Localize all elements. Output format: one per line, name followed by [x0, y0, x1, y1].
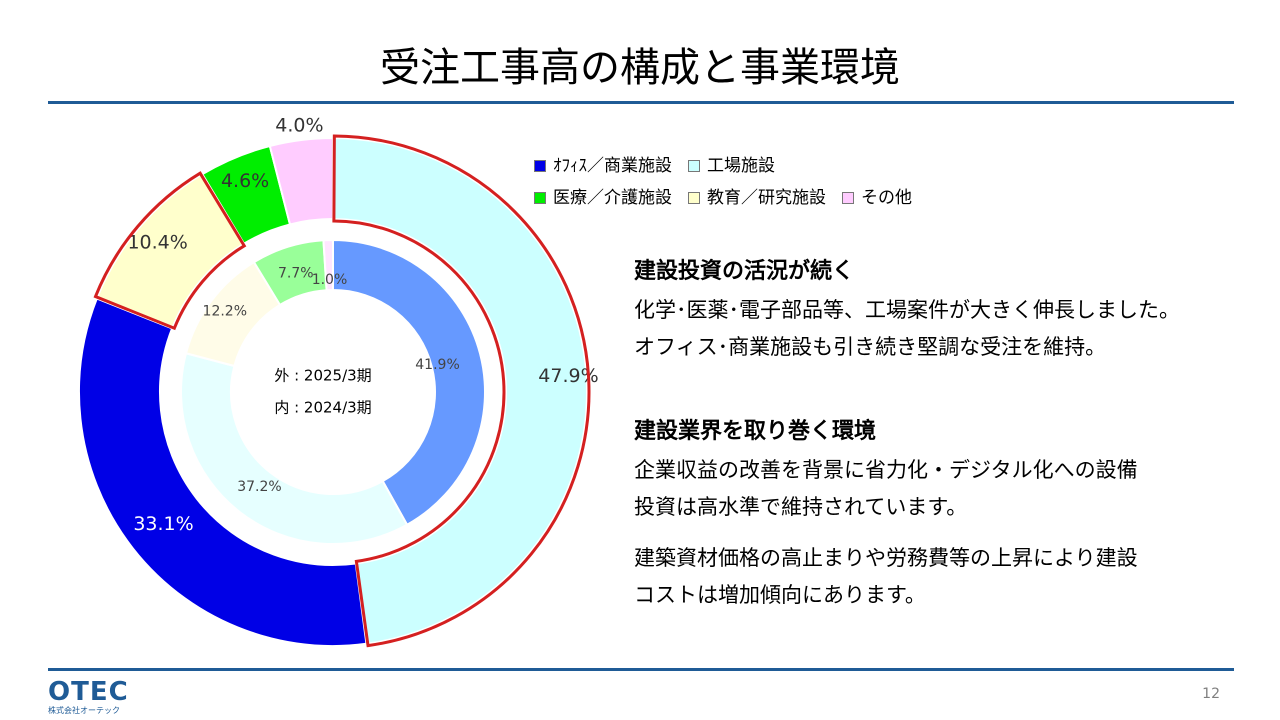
section-investment: 建設投資の活況が続く 化学･医薬･電子部品等、工場案件が大きく伸長しました。 オ… [634, 252, 1234, 366]
outer-highlight-0 [332, 134, 591, 648]
outer-label-factory: 47.9% [538, 365, 598, 387]
legend-label-factory: 工場施設 [707, 156, 775, 176]
legend-swatch-medical [534, 192, 546, 204]
logo-subtext: 株式会社オーテック [48, 706, 120, 715]
legend-item-education: 教育／研究施設 [688, 182, 826, 214]
company-logo: OTEC 株式会社オーテック [48, 678, 129, 716]
outer-label-education: 10.4% [127, 232, 187, 254]
section-heading-investment: 建設投資の活況が続く [634, 259, 855, 284]
legend-item-medical: 医療／介護施設 [534, 182, 672, 214]
donut-chart: 47.9% 33.1% 10.4% 4.6% 4.0% 41.9% 37.2% 12.2% 7.… [78, 115, 599, 648]
outer-slice-office [78, 297, 368, 647]
legend-label-medical: 医療／介護施設 [553, 188, 672, 208]
section-line: 企業収益の改善を背景に省力化・デジタル化への設備 [634, 458, 1138, 482]
chart-legend: ｵﾌｨｽ／商業施設 工場施設 医療／介護施設 教育／研究施設 その他 [534, 150, 974, 214]
inner-slice-other [322, 238, 334, 292]
legend-swatch-other [842, 192, 854, 204]
outer-slice-factory [332, 136, 588, 645]
inner-label-medical: 7.7% [278, 266, 314, 282]
inner-label-factory: 41.9% [415, 357, 459, 373]
center-label-1: 内 : 2024/3期 [274, 399, 371, 417]
section-line: 投資は高水準で維持されています。 [634, 495, 968, 519]
section-heading-environment: 建設業界を取り巻く環境 [634, 419, 877, 444]
inner-slice-office [180, 352, 409, 545]
section-line: オフィス･商業施設も引き続き堅調な受注を維持。 [634, 335, 1107, 359]
legend-swatch-factory [688, 160, 700, 172]
inner-slice-factory [332, 238, 486, 527]
legend-item-other: その他 [842, 182, 912, 214]
page-number: 12 [1202, 686, 1220, 702]
section-line: 建築資材価格の高止まりや労務費等の上昇により建設 [634, 546, 1138, 570]
inner-label-education: 12.2% [203, 303, 247, 319]
legend-label-education: 教育／研究施設 [707, 188, 826, 208]
section-environment: 建設業界を取り巻く環境 企業収益の改善を背景に省力化・デジタル化への設備 投資は… [634, 412, 1234, 614]
outer-label-medical: 4.6% [221, 170, 269, 192]
section-line: コストは増加傾向にあります。 [634, 583, 926, 607]
legend-item-factory: 工場施設 [688, 150, 775, 182]
center-label-0: 外 : 2025/3期 [274, 367, 371, 385]
legend-item-office: ｵﾌｨｽ／商業施設 [534, 150, 672, 182]
inner-label-other: 1.0% [312, 272, 348, 288]
section-line: 化学･医薬･電子部品等、工場案件が大きく伸長しました。 [634, 298, 1180, 322]
legend-row-2: 医療／介護施設 教育／研究施設 その他 [534, 182, 974, 214]
slide-title: 受注工事高の構成と事業環境 [380, 45, 900, 91]
legend-label-office: ｵﾌｨｽ／商業施設 [553, 156, 672, 176]
bottom-divider [48, 668, 1234, 671]
outer-label-office: 33.1% [133, 513, 193, 535]
logo-mark: OTEC [48, 677, 129, 707]
legend-swatch-office [534, 160, 546, 172]
legend-swatch-education [688, 192, 700, 204]
legend-row-1: ｵﾌｨｽ／商業施設 工場施設 [534, 150, 974, 182]
legend-label-other: その他 [861, 188, 912, 208]
top-divider [48, 101, 1234, 104]
outer-highlight-1 [93, 171, 247, 331]
outer-label-other: 4.0% [275, 115, 323, 137]
inner-label-office: 37.2% [237, 479, 281, 495]
